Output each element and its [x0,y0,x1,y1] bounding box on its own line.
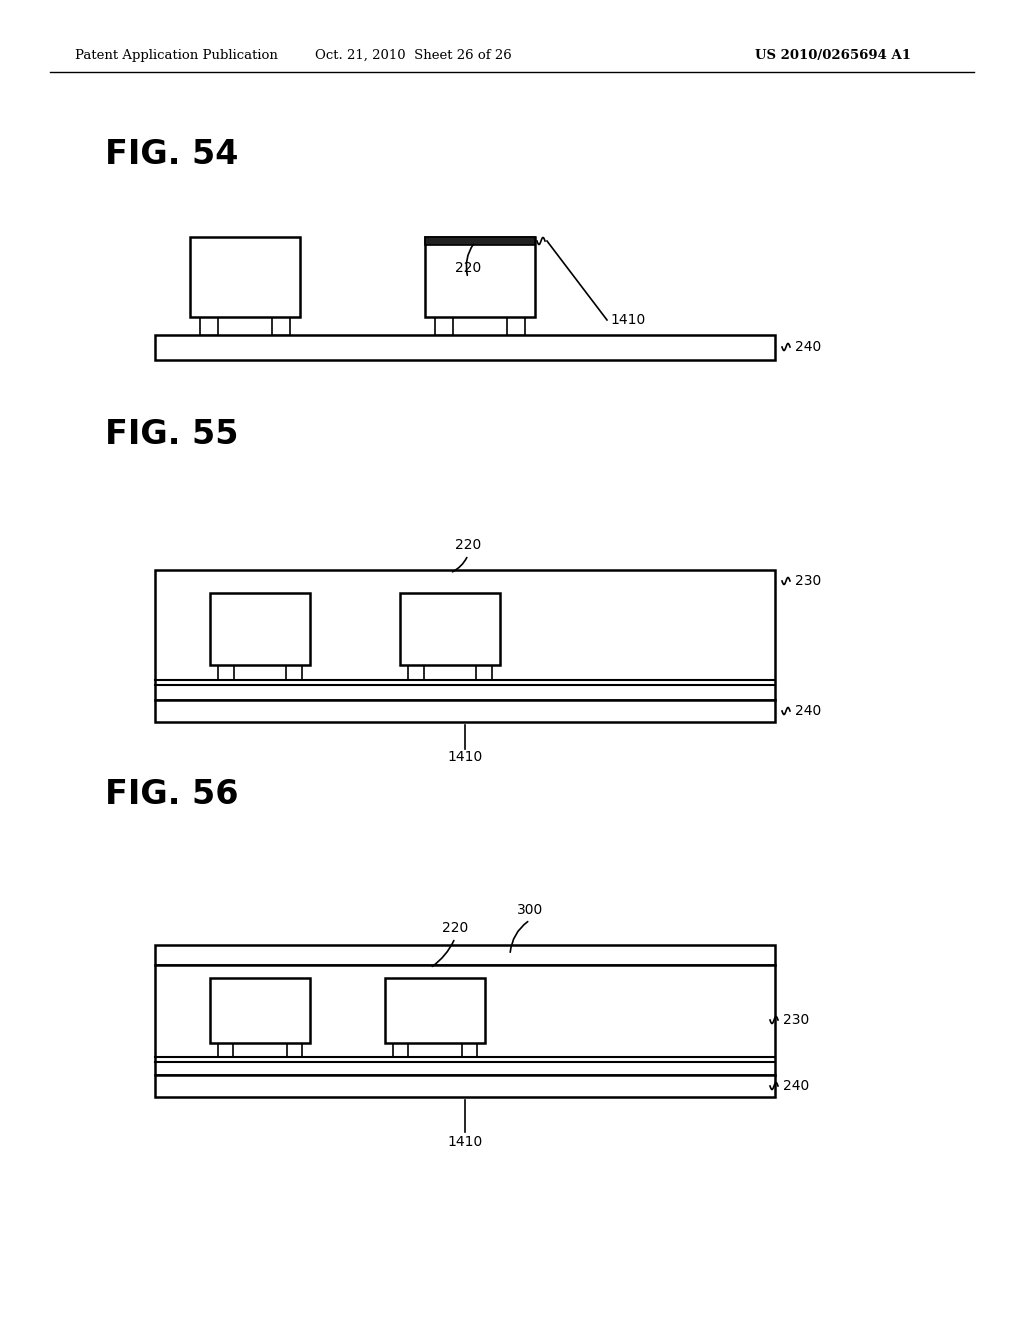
Bar [286,665,302,680]
Bar [393,1043,408,1057]
Bar [385,978,485,1043]
Bar [190,238,300,317]
Text: FIG. 55: FIG. 55 [105,418,239,451]
Text: 240: 240 [795,704,821,718]
Bar [507,317,525,335]
Bar [218,1043,233,1057]
Text: 240: 240 [795,341,821,354]
Bar [210,978,310,1043]
Text: 1410: 1410 [447,1135,482,1148]
Text: 230: 230 [783,1012,809,1027]
Bar [155,335,775,360]
Text: 230: 230 [795,574,821,587]
Text: 220: 220 [455,539,481,552]
Text: 300: 300 [517,903,543,917]
Bar [218,665,234,680]
Text: US 2010/0265694 A1: US 2010/0265694 A1 [755,49,911,62]
Text: 220: 220 [455,261,481,275]
Bar [435,317,453,335]
Bar [155,700,775,722]
Text: FIG. 56: FIG. 56 [105,779,239,812]
Bar [425,238,535,246]
Text: 240: 240 [783,1078,809,1093]
Bar [476,665,492,680]
Bar [287,1043,302,1057]
Bar [155,965,775,1074]
Bar [210,593,310,665]
Text: 1410: 1410 [447,750,482,764]
Bar [200,317,218,335]
Bar [155,1074,775,1097]
Bar [155,945,775,965]
Text: 1410: 1410 [610,313,645,327]
Bar [408,665,424,680]
Bar [272,317,290,335]
Text: 220: 220 [442,921,468,935]
Bar [155,570,775,700]
Bar [400,593,500,665]
Bar [425,238,535,317]
Text: FIG. 54: FIG. 54 [105,139,239,172]
Bar [462,1043,477,1057]
Text: Oct. 21, 2010  Sheet 26 of 26: Oct. 21, 2010 Sheet 26 of 26 [314,49,511,62]
Text: Patent Application Publication: Patent Application Publication [75,49,278,62]
